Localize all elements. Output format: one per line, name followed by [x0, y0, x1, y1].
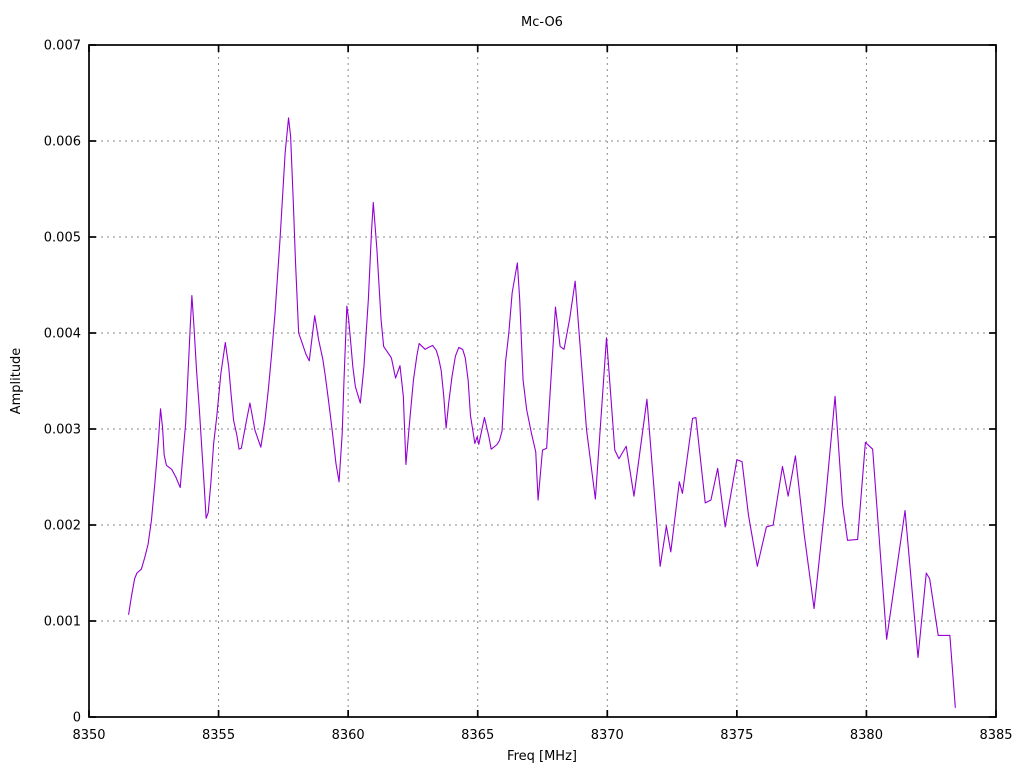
x-tick-label: 8385 [979, 728, 1012, 743]
x-tick-label: 8360 [332, 728, 365, 743]
x-tick-label: 8380 [850, 728, 883, 743]
x-axis-label: Freq [MHz] [507, 749, 577, 764]
y-tick-label: 0.006 [44, 135, 81, 150]
y-tick-label: 0.004 [44, 327, 81, 342]
y-tick-label: 0.007 [44, 39, 81, 54]
axis-layer: 8350 8355 8360 8365 8370 8375 8380 8385 0 0.001 0.… [44, 39, 1013, 744]
y-tick-label: 0.002 [44, 519, 81, 534]
y-tick-label: 0.003 [44, 423, 81, 438]
chart-title: Mc-O6 [521, 15, 563, 30]
grid-layer [88, 44, 997, 718]
x-tick-label: 8350 [72, 728, 105, 743]
y-tick-label: 0.001 [44, 615, 81, 630]
x-tick-label: 8355 [202, 728, 235, 743]
x-tick-label: 8375 [720, 728, 753, 743]
x-tick-label: 8365 [461, 728, 494, 743]
series-layer [128, 117, 956, 708]
y-tick-label: 0 [73, 711, 81, 726]
x-tick-label: 8370 [591, 728, 624, 743]
plot-border [88, 44, 997, 718]
y-axis-label: Amplitude [9, 348, 24, 415]
data-series-line [128, 117, 956, 708]
y-tick-label: 0.005 [44, 231, 81, 246]
